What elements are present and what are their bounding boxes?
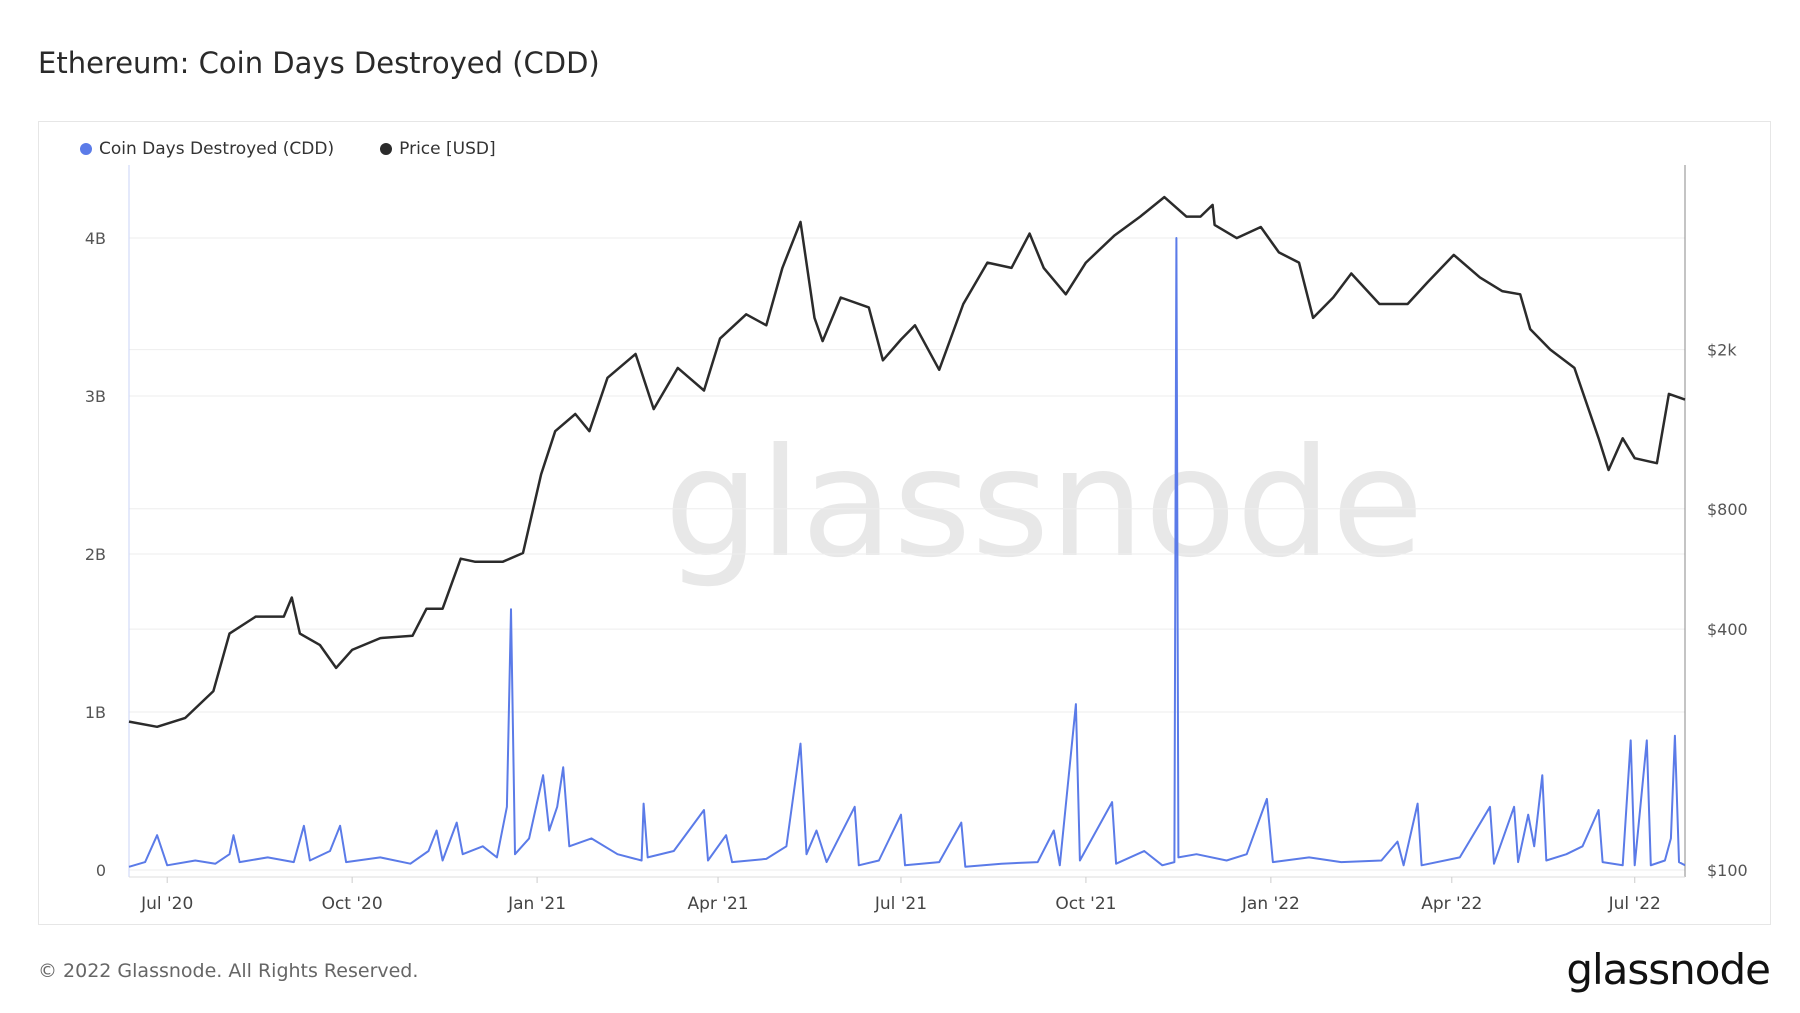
watermark: glassnode (664, 417, 1423, 591)
axes: 0 1B 2B 3B 4B $100 $400 $800 $2k Jul '20 Oct '20 Ja… (85, 165, 1748, 914)
x-tick-label: Apr '21 (687, 894, 748, 914)
series (128, 195, 1686, 868)
right-tick-label: $100 (1707, 861, 1748, 880)
x-tick-label: Jul '20 (140, 894, 193, 914)
chart-frame (38, 121, 1771, 925)
x-tick-label: Jul '22 (1608, 894, 1661, 914)
left-tick-label: 3B (85, 387, 106, 406)
series-line-cdd (128, 237, 1686, 868)
legend-dot-icon (380, 143, 393, 155)
left-tick-label: 0 (96, 861, 106, 880)
legend-item-price[interactable]: Price [USD] (380, 139, 496, 159)
legend: Coin Days Destroyed (CDD) Price [USD] (80, 139, 496, 159)
legend-label: Price [USD] (399, 139, 496, 159)
left-tick-label: 1B (85, 703, 106, 722)
legend-label: Coin Days Destroyed (CDD) (99, 139, 335, 159)
copyright: © 2022 Glassnode. All Rights Reserved. (38, 960, 419, 982)
left-tick-label: 2B (85, 545, 106, 564)
right-tick-label: $800 (1707, 500, 1748, 519)
left-tick-label: 4B (85, 229, 106, 248)
x-tick-label: Oct '20 (322, 894, 383, 914)
right-tick-label: $2k (1707, 341, 1737, 360)
x-tick-label: Jan '21 (507, 894, 566, 914)
x-tick-label: Jul '21 (874, 894, 927, 914)
page-title: Ethereum: Coin Days Destroyed (CDD) (38, 46, 600, 80)
series-line-price (128, 195, 1686, 729)
legend-dot-icon (80, 143, 92, 155)
legend-item-cdd[interactable]: Coin Days Destroyed (CDD) (80, 139, 334, 159)
glassnode-logo: glassnode (1566, 945, 1771, 994)
x-tick-label: Apr '22 (1421, 894, 1482, 914)
x-tick-label: Oct '21 (1055, 894, 1116, 914)
gridlines (129, 237, 1685, 871)
x-tick-label: Jan '22 (1241, 894, 1300, 914)
right-tick-label: $400 (1707, 620, 1748, 639)
